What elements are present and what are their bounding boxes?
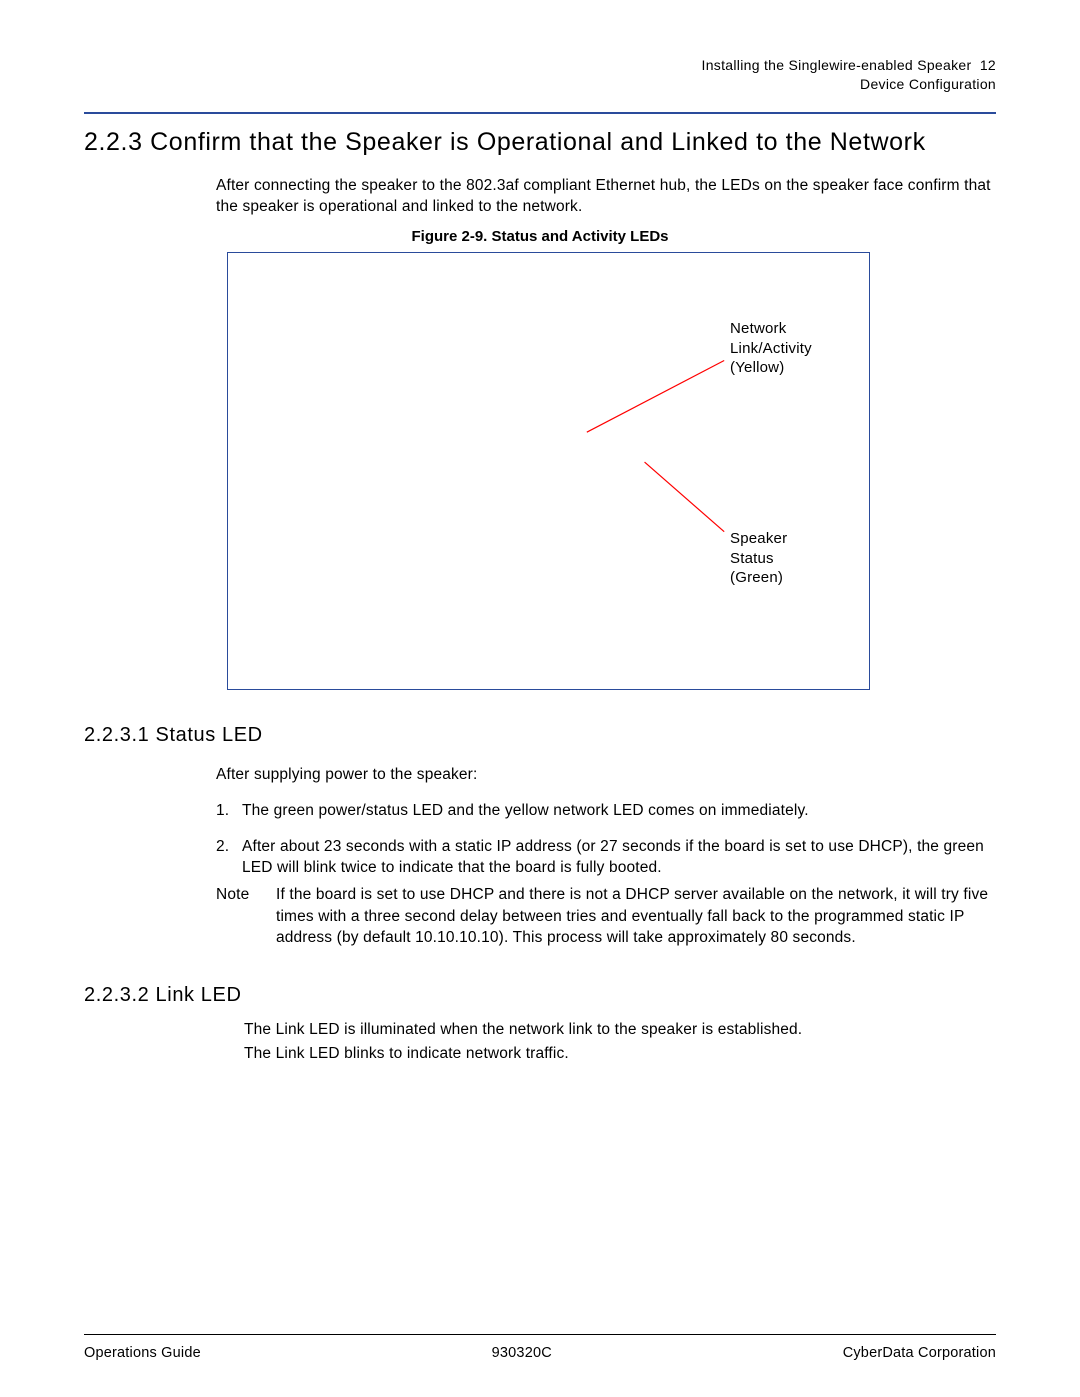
section-title: 2.2.3 Confirm that the Speaker is Operat… xyxy=(84,128,996,157)
section-number: 2.2.3 xyxy=(84,128,143,156)
callout-line-network xyxy=(587,361,724,433)
subsection-1-text: Status LED xyxy=(156,724,263,746)
header-line-2: Device Configuration xyxy=(702,75,996,94)
subsection-1-lead: After supplying power to the speaker: xyxy=(216,764,996,786)
callout-network-l1: Network xyxy=(730,319,812,339)
callout-network-l2: Link/Activity xyxy=(730,339,812,359)
subsection-1-title: 2.2.3.1 Status LED xyxy=(84,724,263,747)
callout-status: Speaker Status (Green) xyxy=(730,529,787,588)
callout-network: Network Link/Activity (Yellow) xyxy=(730,319,812,378)
header-rule xyxy=(84,112,996,114)
section-title-text: Confirm that the Speaker is Operational … xyxy=(150,128,926,156)
figure-box: Network Link/Activity (Yellow) Speaker S… xyxy=(227,252,870,690)
subsection-1-number: 2.2.3.1 xyxy=(84,724,149,746)
list-item: 2. After about 23 seconds with a static … xyxy=(216,836,990,879)
header-line-1: Installing the Singlewire-enabled Speake… xyxy=(702,56,996,75)
footer-rule xyxy=(84,1334,996,1335)
note-row: Note If the board is set to use DHCP and… xyxy=(216,884,990,949)
list-item: 1. The green power/status LED and the ye… xyxy=(216,800,990,822)
subsection-2-title: 2.2.3.2 Link LED xyxy=(84,984,242,1007)
callout-line-status xyxy=(645,462,725,532)
bullet-2: The Link LED blinks to indicate network … xyxy=(244,1042,990,1066)
list-number-2: 2. xyxy=(216,836,242,879)
footer-center: 930320C xyxy=(492,1345,552,1361)
running-header: Installing the Singlewire-enabled Speake… xyxy=(702,56,996,94)
callout-network-l3: (Yellow) xyxy=(730,358,812,378)
status-led-list: 1. The green power/status LED and the ye… xyxy=(216,800,990,893)
intro-paragraph: After connecting the speaker to the 802.… xyxy=(216,176,996,218)
bullet-1: The Link LED is illuminated when the net… xyxy=(244,1018,990,1042)
list-number-1: 1. xyxy=(216,800,242,822)
footer-right: CyberData Corporation xyxy=(843,1345,996,1361)
subsection-2-number: 2.2.3.2 xyxy=(84,984,149,1006)
list-text-1: The green power/status LED and the yello… xyxy=(242,800,990,822)
callout-status-l1: Speaker xyxy=(730,529,787,549)
figure-caption: Figure 2-9. Status and Activity LEDs xyxy=(0,228,1080,245)
callout-status-l2: Status xyxy=(730,549,787,569)
footer: Operations Guide 930320C CyberData Corpo… xyxy=(84,1345,996,1361)
callout-status-l3: (Green) xyxy=(730,568,787,588)
link-led-bullets: The Link LED is illuminated when the net… xyxy=(244,1018,990,1066)
footer-left: Operations Guide xyxy=(84,1345,201,1361)
subsection-2-text: Link LED xyxy=(156,984,242,1006)
page: Installing the Singlewire-enabled Speake… xyxy=(0,0,1080,1397)
note-text: If the board is set to use DHCP and ther… xyxy=(276,884,990,949)
list-text-2: After about 23 seconds with a static IP … xyxy=(242,836,990,879)
note-label: Note xyxy=(216,884,276,949)
